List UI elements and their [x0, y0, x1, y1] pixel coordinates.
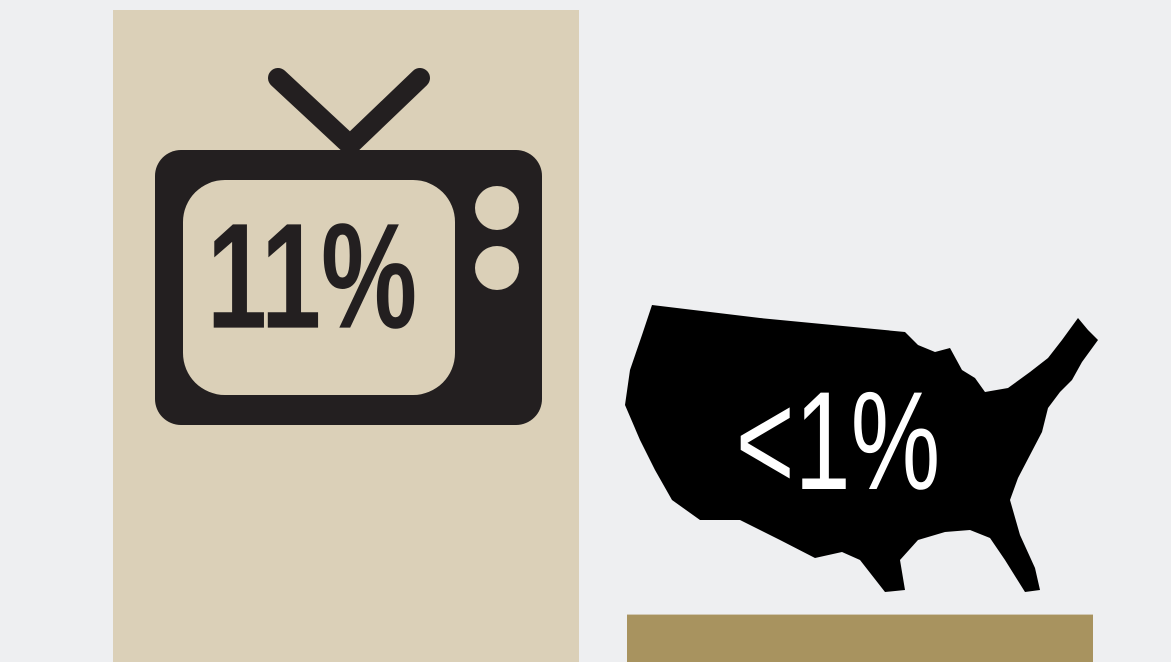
- tv-icon: [155, 68, 542, 425]
- value-label: 11%: [207, 192, 417, 360]
- bar: [627, 614, 1093, 662]
- tv-knob: [475, 246, 519, 290]
- tv-knob: [475, 186, 519, 230]
- tv-screen: [183, 180, 455, 395]
- value-label: <1%: [736, 363, 941, 519]
- tv-antenna: [268, 68, 430, 155]
- us-map-icon: [625, 305, 1098, 592]
